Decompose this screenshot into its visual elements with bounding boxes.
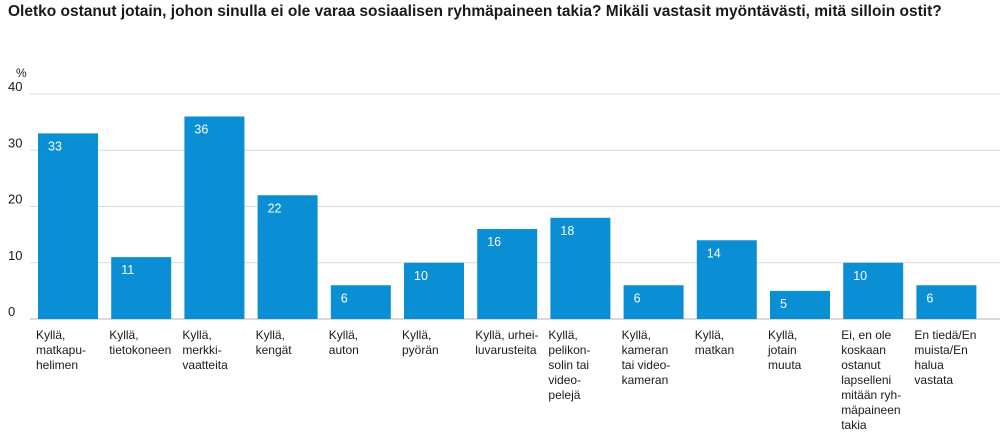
x-category-label-line: Kyllä, — [548, 328, 578, 342]
x-category-label-line: Kyllä, — [694, 328, 725, 342]
x-category-label-line: mitään ryh- — [841, 388, 902, 402]
bar — [550, 217, 611, 319]
x-category-label-line: matkapu- — [36, 343, 87, 357]
y-tick-label: 10 — [8, 248, 22, 263]
x-category-label-line: merkki- — [182, 343, 222, 357]
x-category-label-line: lapselleni — [841, 373, 892, 387]
x-category-label: Kyllä, pelikon-solin tai video-pelejä — [548, 328, 619, 403]
x-category-label-line: auton — [328, 343, 359, 357]
bar-value-label: 36 — [194, 123, 208, 137]
x-category-label-line: Kyllä, — [621, 328, 651, 342]
x-category-label-line: vaatteita — [182, 358, 228, 372]
x-category-label: Kyllä, urhei-luvarusteita — [475, 328, 546, 358]
bar — [477, 229, 538, 319]
x-category-label-line: tai video- — [621, 358, 671, 372]
bar-value-label: 6 — [341, 291, 348, 305]
x-category-label-line: kameran — [621, 343, 669, 357]
x-category-label-line: Ei, en ole — [841, 328, 892, 342]
x-category-label-line: pelejä — [548, 388, 581, 402]
y-tick-label: 40 — [8, 79, 22, 94]
bar-value-label: 6 — [634, 291, 641, 305]
x-category-label-line: Kyllä, — [402, 328, 432, 342]
x-category-label: Kyllä, merkki-vaatteita — [182, 328, 253, 373]
bar-value-label: 16 — [487, 235, 501, 249]
x-category-label-line: tietokoneen — [109, 343, 172, 357]
x-category-label: En tiedä/En muista/En halua vastata — [914, 328, 985, 388]
y-tick-label: 20 — [8, 192, 22, 207]
x-category-label: Kyllä, kengät — [256, 328, 327, 358]
bar-value-label: 10 — [414, 269, 428, 283]
bar-value-label: 14 — [707, 246, 721, 260]
x-category-label-line: Kyllä, — [768, 328, 798, 342]
bar-value-labels: 33 11 36 22 6 10 16 18 6 14 5 10 6 — [48, 123, 933, 311]
bar-value-label: 11 — [121, 263, 134, 277]
x-category-label-line: pelikon- — [548, 343, 591, 357]
bar-value-label: 5 — [780, 297, 787, 311]
x-category-label-line: En tiedä/En — [914, 328, 977, 342]
bar — [843, 262, 904, 319]
bar-value-label: 10 — [853, 269, 867, 283]
x-category-label-line: Kyllä, urhei- — [475, 328, 539, 342]
y-axis-ticks: 0 10 20 30 40 — [8, 79, 22, 319]
x-category-label: Kyllä, tietokoneen — [109, 328, 180, 358]
x-category-label: Kyllä, auton — [329, 328, 400, 358]
bar — [404, 262, 464, 319]
bar-value-label: 6 — [926, 291, 933, 305]
x-category-label-line: takia — [841, 418, 867, 432]
bar-value-label: 18 — [560, 224, 574, 238]
x-category-label: Ei, en ole koskaan ostanut lapselleni mitään… — [841, 328, 912, 433]
x-category-label-line: video- — [548, 373, 582, 387]
bars — [38, 116, 977, 319]
x-category-label-line: pyörän — [402, 343, 439, 357]
bar — [38, 133, 98, 319]
x-category-label-line: kameran — [621, 373, 669, 387]
y-axis-unit: % — [16, 66, 27, 80]
bar — [770, 290, 830, 319]
x-category-label: Kyllä, matkan — [695, 328, 766, 358]
x-category-label: Kyllä, kameran tai video-kameran — [622, 328, 693, 388]
bar — [111, 257, 172, 319]
x-category-label-line: matkan — [694, 343, 735, 357]
x-category-label-line: luvarusteita — [475, 343, 537, 357]
bar — [623, 285, 684, 319]
bar — [696, 240, 757, 319]
bar — [916, 285, 977, 319]
x-category-label-line: halua vastata — [914, 358, 954, 387]
y-tick-label: 30 — [8, 135, 22, 150]
x-category-label-line: muuta — [768, 358, 802, 372]
x-category-label-line: Kyllä, — [36, 328, 66, 342]
x-category-label-line: ostanut — [841, 358, 881, 372]
bar — [330, 285, 391, 319]
bar — [257, 195, 318, 319]
x-category-label-line: Kyllä, — [109, 328, 139, 342]
x-category-label-line: helimen — [36, 358, 79, 372]
x-category-label-line: mäpaineen — [841, 403, 901, 417]
x-category-label-line: Kyllä, — [255, 328, 285, 342]
bar-value-label: 33 — [48, 139, 62, 153]
x-category-label-line: muista/En — [914, 343, 968, 357]
x-category-label-line: Kyllä, — [182, 328, 212, 342]
x-category-label-line: solin tai — [548, 358, 590, 372]
x-category-label: Kyllä, jotain muuta — [768, 328, 839, 373]
x-category-label-line: koskaan — [841, 343, 886, 357]
y-tick-label: 0 — [8, 304, 15, 319]
x-category-label: Kyllä, pyörän — [402, 328, 473, 358]
x-category-label-line: jotain — [768, 343, 797, 357]
bar-value-label: 22 — [268, 201, 282, 215]
x-category-label: Kyllä, matkapu-helimen — [36, 328, 107, 373]
x-category-label-line: kengät — [255, 343, 292, 357]
bar — [184, 116, 245, 319]
x-category-label-line: Kyllä, — [328, 328, 359, 342]
chart-title: Oletko ostanut jotain, johon sinulla ei … — [8, 3, 942, 20]
